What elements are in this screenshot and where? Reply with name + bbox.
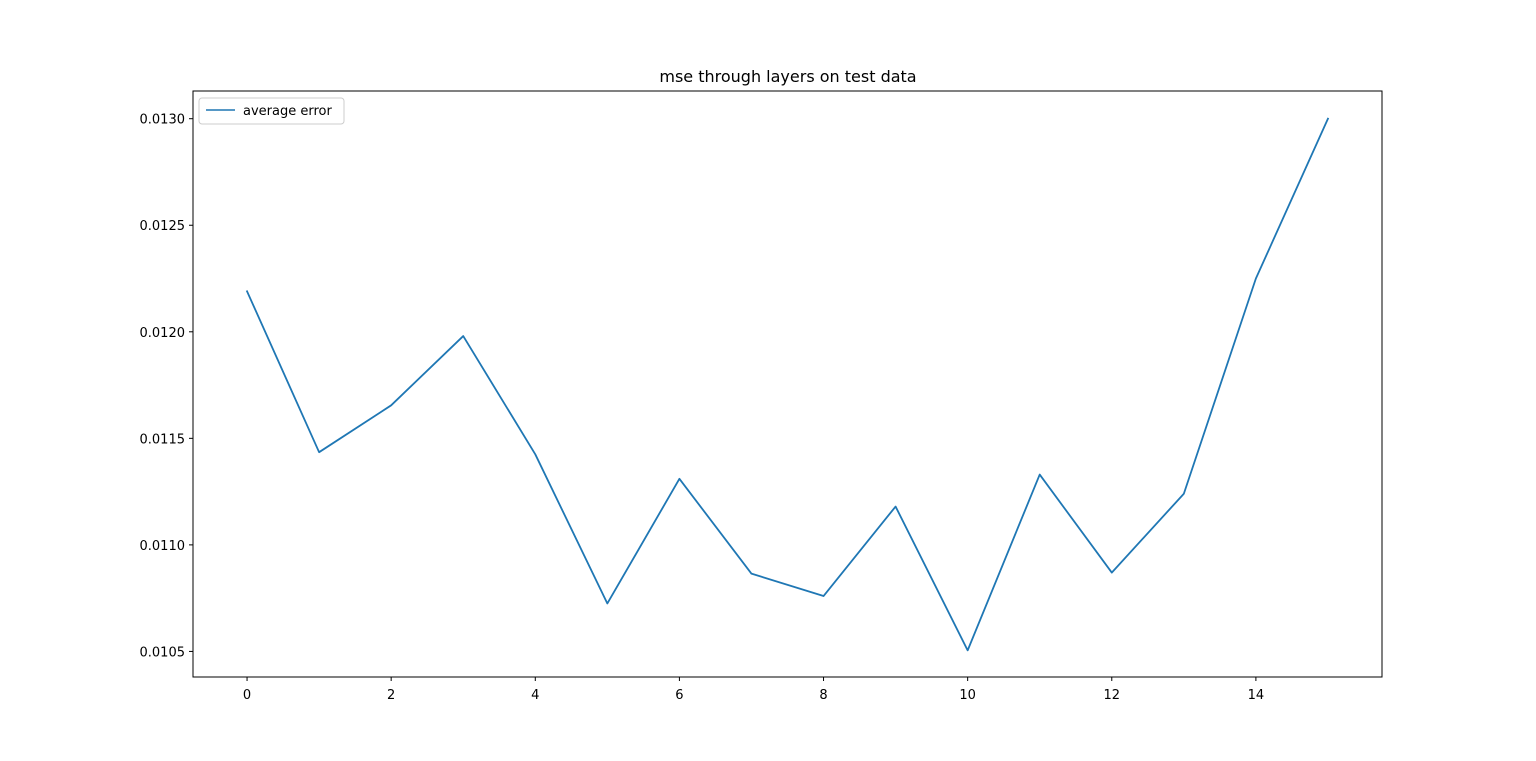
plot-frame xyxy=(192,90,1383,678)
x-tick-label: 2 xyxy=(387,688,395,703)
x-tick-label: 12 xyxy=(1103,688,1120,703)
x-tick-label: 4 xyxy=(531,688,539,703)
x-tick-label: 0 xyxy=(243,688,251,703)
legend: average error xyxy=(198,97,345,125)
x-axis: 0 2 4 6 8 10 12 14 xyxy=(243,677,1264,703)
series-layer xyxy=(245,117,1330,652)
y-tick-label: 0.0110 xyxy=(140,539,186,554)
series-line-average-error xyxy=(245,117,1330,652)
y-axis: 0.0105 0.0110 0.0115 0.0120 0.0125 0.0130 xyxy=(140,113,193,660)
legend-box xyxy=(198,97,345,125)
y-tick-label: 0.0120 xyxy=(140,326,186,341)
chart-title: mse through layers on test data xyxy=(659,67,916,86)
y-tick-label: 0.0125 xyxy=(140,219,186,234)
y-tick-label: 0.0130 xyxy=(140,113,186,128)
x-tick-label: 10 xyxy=(959,688,976,703)
y-tick-label: 0.0115 xyxy=(140,432,186,447)
legend-label: average error xyxy=(243,104,332,119)
x-tick-label: 14 xyxy=(1248,688,1265,703)
y-tick-label: 0.0105 xyxy=(140,645,186,660)
x-tick-label: 6 xyxy=(675,688,683,703)
x-tick-label: 8 xyxy=(819,688,827,703)
